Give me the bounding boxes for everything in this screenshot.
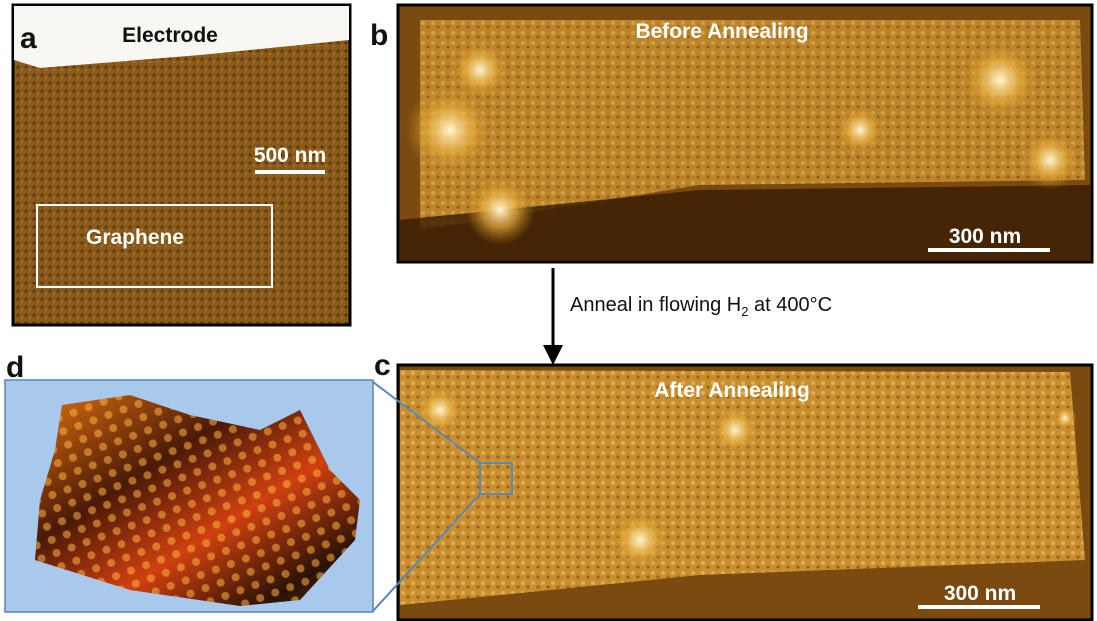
panel-a: a Electrode 500 nm Graphene — [13, 5, 350, 325]
panel-label: b — [370, 19, 388, 52]
panel-c: c After Annealing 300 nm — [374, 349, 1092, 620]
panel-title: After Annealing — [654, 379, 810, 402]
panel-title: Before Annealing — [635, 20, 808, 43]
panel-label: d — [6, 351, 24, 384]
process-arrow: Anneal in flowing H2 at 400°C — [543, 268, 832, 365]
text: Anneal in flowing H — [570, 294, 741, 316]
panel-b: b Before Annealing 300 nm — [370, 5, 1092, 262]
scale-text: 300 nm — [949, 225, 1021, 248]
bright-spot — [465, 175, 535, 245]
bright-spot — [710, 405, 760, 455]
figure: a Electrode 500 nm Graphene b Before Ann… — [0, 0, 1097, 621]
text: at 400°C — [748, 294, 832, 316]
bright-spot — [1020, 130, 1080, 190]
panel-label: c — [374, 349, 391, 382]
bright-spot — [1053, 406, 1077, 430]
bright-spot — [835, 105, 885, 155]
process-text: Anneal in flowing H2 at 400°C — [570, 294, 832, 319]
scale-text: 300 nm — [944, 582, 1016, 605]
bright-spot — [610, 510, 670, 570]
bright-spot — [415, 385, 465, 435]
electrode-label: Electrode — [122, 24, 218, 47]
subscript: 2 — [741, 304, 748, 319]
scale-text: 500 nm — [254, 144, 326, 167]
arrow-head — [543, 345, 563, 365]
bright-spot — [450, 40, 510, 100]
bright-spot — [960, 40, 1040, 120]
graphene-label: Graphene — [86, 226, 184, 249]
panel-label: a — [20, 22, 37, 55]
